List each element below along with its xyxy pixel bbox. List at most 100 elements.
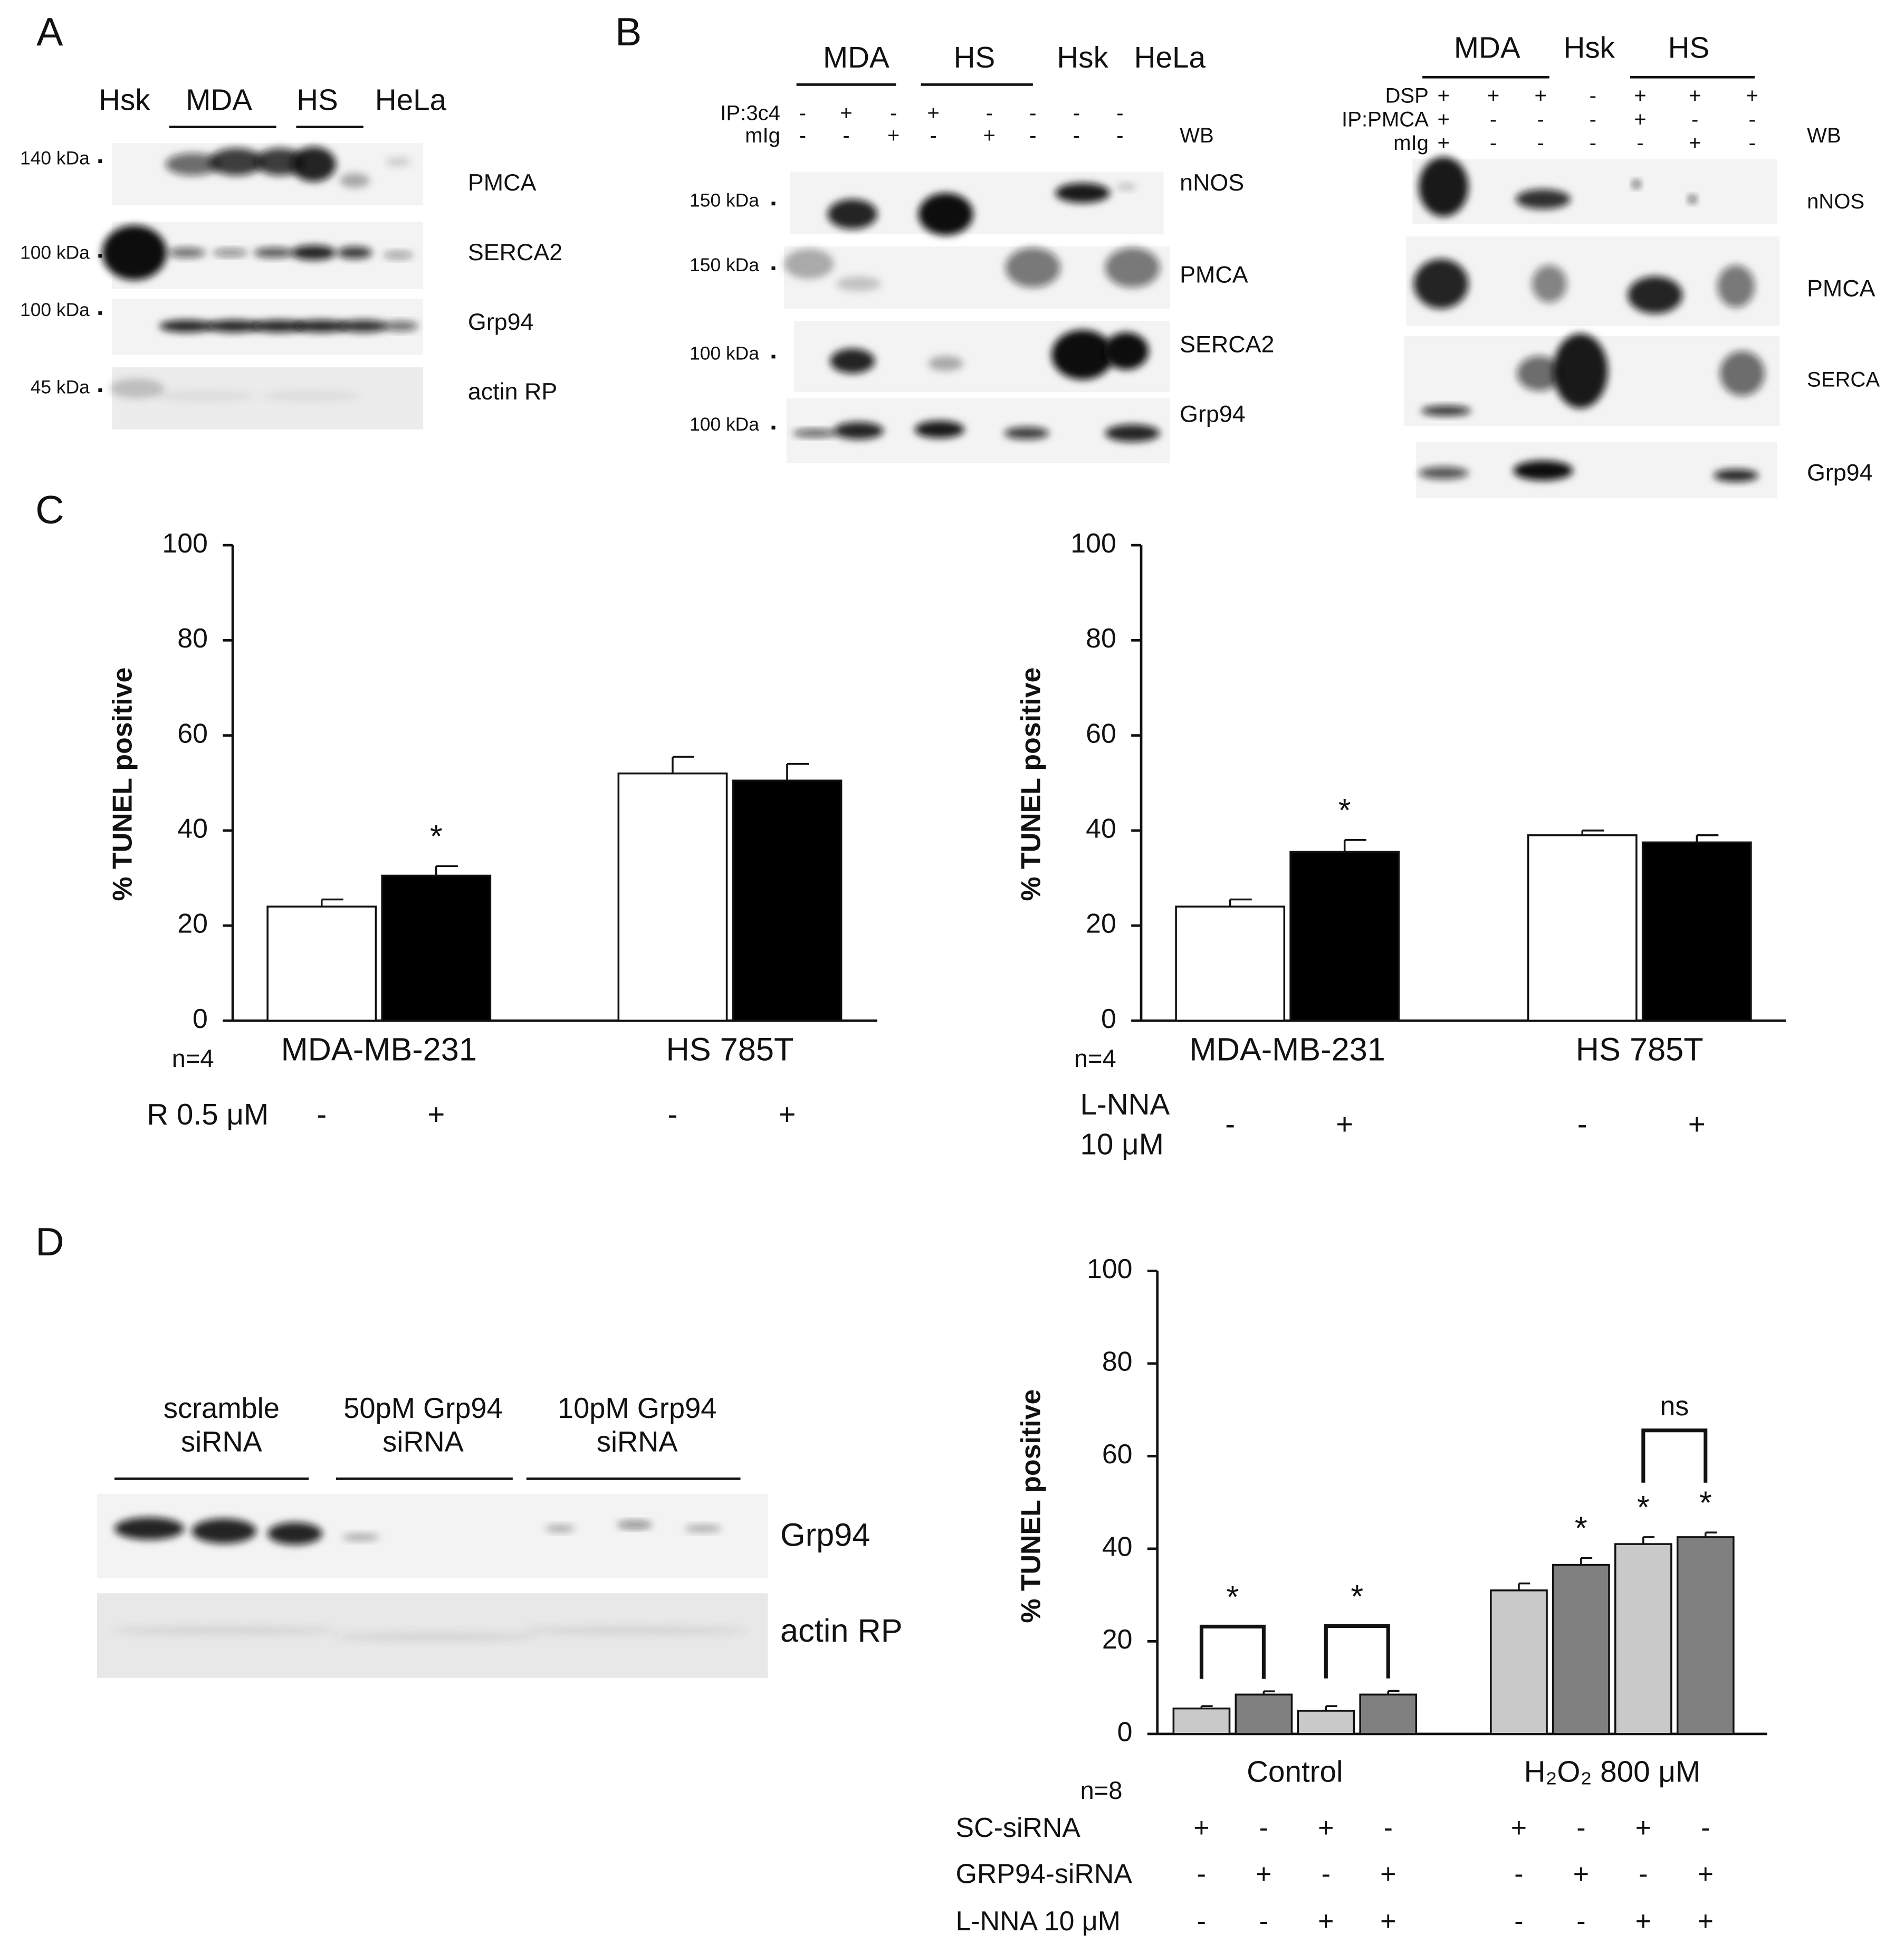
- sign: +: [1438, 108, 1450, 131]
- band-label: PMCA: [1807, 275, 1876, 301]
- blot-band: [209, 148, 264, 176]
- blot-band: [1421, 405, 1471, 416]
- sign: +: [1438, 131, 1450, 155]
- marker-label: 100 kDa: [690, 414, 759, 435]
- lane-label: HeLa: [375, 83, 447, 116]
- sign: -: [1322, 1858, 1331, 1889]
- error-bar: [1580, 1557, 1593, 1565]
- y-tick-label: 60: [1102, 1438, 1133, 1469]
- sign: +: [1318, 1812, 1334, 1843]
- band-label: Grp94: [1180, 401, 1246, 427]
- y-tick-label: 40: [177, 813, 208, 844]
- wb-label: WB: [1807, 124, 1841, 147]
- lane-label: HeLa: [1134, 41, 1206, 74]
- sign: -: [930, 124, 936, 147]
- sign: +: [1487, 84, 1499, 108]
- row-label: IP:3c4: [720, 102, 780, 125]
- marker-tick: [98, 159, 102, 164]
- marker-tick: [771, 266, 776, 270]
- sign: +: [1318, 1906, 1334, 1936]
- band-label: nNOS: [1180, 169, 1244, 196]
- sign: -: [668, 1098, 678, 1131]
- blot-band: [827, 199, 877, 230]
- sign: +: [1511, 1812, 1527, 1843]
- marker-label: 140 kDa: [20, 148, 90, 168]
- blot-band: [291, 245, 336, 260]
- y-axis-label: % TUNEL positive: [1016, 668, 1046, 901]
- bracket: [1324, 1624, 1390, 1679]
- y-tick-label: 20: [177, 908, 208, 939]
- sign: +: [1746, 84, 1758, 108]
- blot-band: [337, 246, 372, 259]
- blot-strip: [1416, 442, 1777, 498]
- sign: -: [1691, 108, 1698, 131]
- panel-label: D: [35, 1220, 64, 1264]
- bar: [617, 772, 728, 1022]
- band-label: PMCA: [468, 169, 537, 196]
- blot-band: [102, 225, 167, 280]
- y-tick-label: 40: [1102, 1531, 1133, 1562]
- sign: -: [1590, 131, 1596, 155]
- sign: -: [1197, 1858, 1206, 1889]
- error-bar: [1642, 1536, 1655, 1545]
- blot-band: [684, 1525, 722, 1532]
- sign: +: [1698, 1858, 1714, 1889]
- lane-label: Hsk: [1563, 31, 1615, 64]
- blot-band: [338, 320, 388, 332]
- marker-tick: [98, 254, 102, 258]
- sign: -: [1577, 1108, 1587, 1141]
- lane-label: HS: [296, 83, 338, 116]
- group-label: siRNA: [181, 1426, 263, 1458]
- sign: -: [1590, 108, 1596, 131]
- bar: [1676, 1536, 1735, 1735]
- blot-band: [293, 320, 349, 332]
- y-tick-label: 0: [1101, 1003, 1116, 1034]
- blot-band: [830, 348, 875, 374]
- wb-label: WB: [1180, 124, 1214, 147]
- treatment-label: R 0.5 μM: [147, 1098, 269, 1131]
- y-tick-label: 80: [1102, 1346, 1133, 1377]
- sign: -: [1576, 1812, 1585, 1843]
- blot-band: [267, 1522, 322, 1545]
- band-label: SERCA2: [1180, 331, 1274, 358]
- blot-band: [1051, 330, 1114, 380]
- blot-band: [617, 1521, 653, 1529]
- sign: +: [1635, 1812, 1651, 1843]
- n-label: n=4: [172, 1044, 214, 1072]
- marker-tick: [771, 355, 776, 359]
- blot-band: [1105, 424, 1160, 442]
- group-label: siRNA: [382, 1426, 464, 1458]
- significance-mark: *: [430, 818, 443, 854]
- blot-strip: [1412, 159, 1777, 224]
- blot-band: [1719, 351, 1765, 396]
- row-label: mIg: [745, 124, 780, 147]
- sign: +: [1635, 1906, 1651, 1936]
- bar: [1297, 1710, 1355, 1735]
- y-tick-label: 100: [1070, 528, 1116, 558]
- blot-band: [1055, 183, 1111, 203]
- sign: -: [799, 102, 806, 125]
- bar: [732, 779, 843, 1022]
- blot-band: [1517, 356, 1562, 391]
- bar: [1614, 1543, 1672, 1735]
- sign: -: [1490, 131, 1497, 155]
- sign: +: [1698, 1906, 1714, 1936]
- bar: [1175, 906, 1286, 1022]
- band-label: SERCA2: [468, 239, 562, 265]
- bracket: [1199, 1624, 1266, 1679]
- blot-band: [1413, 259, 1469, 309]
- bracket: [1641, 1428, 1708, 1483]
- lane-label: HS: [1668, 31, 1710, 64]
- sign: -: [1259, 1812, 1268, 1843]
- error-bar: [1581, 830, 1604, 835]
- blot-band: [1419, 466, 1469, 480]
- blot-band: [386, 157, 411, 167]
- bar: [1641, 841, 1752, 1022]
- y-tick-label: 60: [177, 718, 208, 748]
- marker-tick: [98, 388, 102, 393]
- panel-label: B: [615, 9, 642, 54]
- treatment-label: SC-siRNA: [956, 1812, 1081, 1843]
- y-axis-label: % TUNEL positive: [1016, 1389, 1046, 1623]
- blot-band: [1419, 157, 1469, 217]
